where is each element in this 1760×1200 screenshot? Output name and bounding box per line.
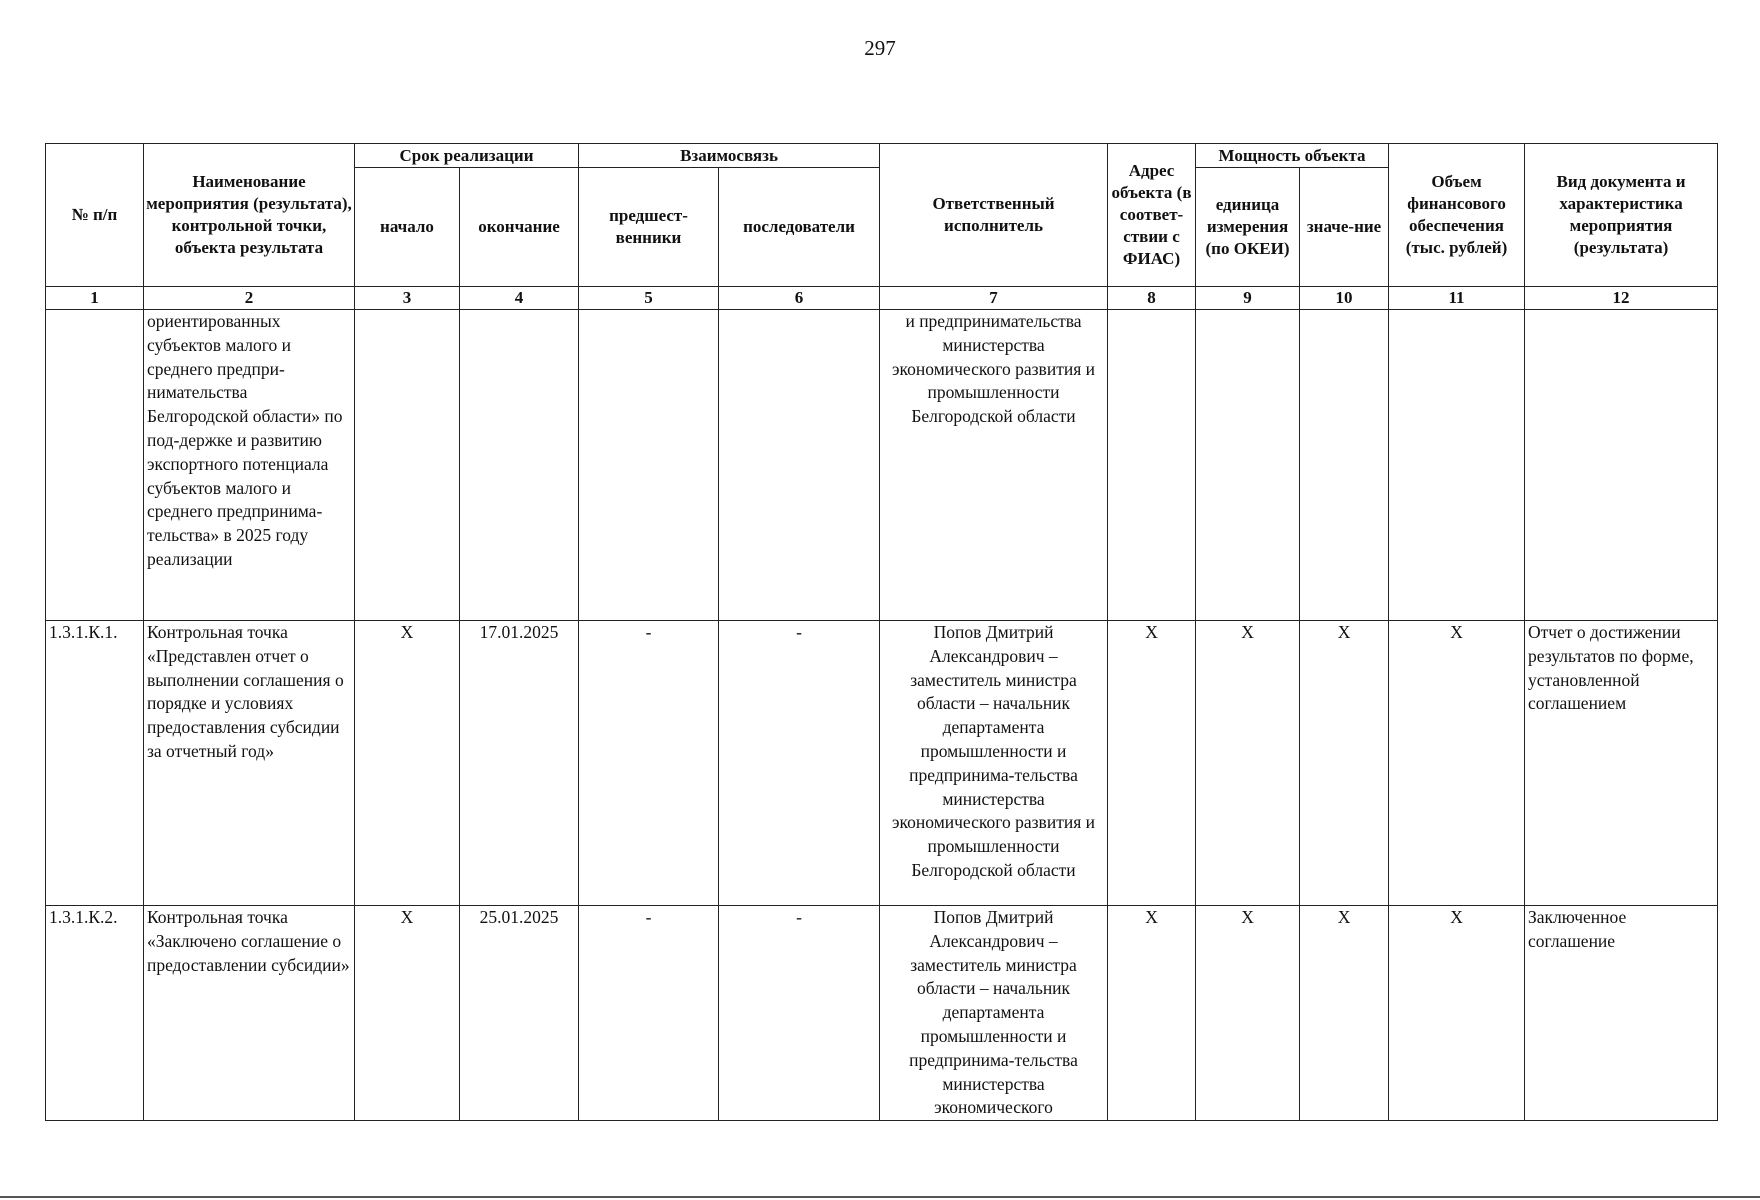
cell-responsible: и предпринимательства министерства эконо… [879,309,1109,621]
cell-num: 1.3.1.К.2. [45,904,144,1122]
cell-pred [578,309,720,621]
table-row: ориентированных субъектов малого и средн… [45,309,1719,621]
cell-funding [1388,309,1526,621]
header-start: начало [354,167,460,287]
table-row: 1.3.1.К.2. Контрольная точка «Заключено … [45,904,1719,1122]
header-funding: Объем финансового обеспечения (тыс. рубл… [1388,143,1526,287]
cell-start: X [354,904,460,1122]
cell-address: X [1107,904,1197,1122]
column-number: 2 [143,286,355,310]
cell-pred: - [578,620,720,906]
cell-value: X [1299,904,1390,1122]
header-address: Адрес объекта (в соответ-ствии с ФИАС) [1107,143,1197,287]
cell-succ [718,309,881,621]
cell-name: ориентированных субъектов малого и средн… [143,309,355,621]
column-number: 10 [1299,286,1390,310]
cell-start [354,309,460,621]
cell-funding: X [1388,904,1526,1122]
cell-succ: - [718,620,881,906]
cell-responsible: Попов Дмитрий Александрович – заместител… [879,904,1109,1122]
cell-doc [1524,309,1719,621]
cell-name: Контрольная точка «Представлен отчет о в… [143,620,355,906]
column-number: 9 [1195,286,1301,310]
page-number: 297 [864,36,896,60]
page-bottom-divider [0,1196,1760,1198]
cell-unit: X [1195,620,1301,906]
cell-doc: Заключенное соглашение [1524,904,1719,1122]
activities-table: № п/п Наименование мероприятия (результа… [45,143,1719,1122]
header-num: № п/п [45,143,144,287]
cell-funding: X [1388,620,1526,906]
column-number: 3 [354,286,460,310]
cell-pred: - [578,904,720,1122]
header-value: значе-ние [1299,167,1390,287]
column-number: 7 [879,286,1109,310]
header-unit: единица измерения (по ОКЕИ) [1195,167,1301,287]
cell-end: 17.01.2025 [458,620,580,906]
table-row: 1.3.1.К.1. Контрольная точка «Представле… [45,620,1719,906]
cell-unit: X [1195,904,1301,1122]
column-number: 4 [458,286,580,310]
cell-responsible: Попов Дмитрий Александрович – заместител… [879,620,1109,906]
cell-start: X [354,620,460,906]
header-doc: Вид документа и характеристика мероприят… [1524,143,1719,287]
cell-name: Контрольная точка «Заключено соглашение … [143,904,355,1122]
cell-unit [1195,309,1301,621]
header-predecessors: предшест-венники [578,167,720,287]
cell-value [1299,309,1390,621]
header-capacity-group: Мощность объекта [1195,143,1390,168]
header-name: Наименование мероприятия (результата), к… [143,143,355,287]
header-end: окончание [458,167,580,287]
cell-address: X [1107,620,1197,906]
cell-address [1107,309,1197,621]
cell-num [45,309,144,621]
cell-value: X [1299,620,1390,906]
header-successors: последователи [718,167,881,287]
column-number: 5 [578,286,720,310]
cell-doc: Отчет о достижении результатов по форме,… [1524,620,1719,906]
cell-num: 1.3.1.К.1. [45,620,144,906]
cell-succ: - [718,904,881,1122]
column-number: 8 [1107,286,1197,310]
header-responsible: Ответственный исполнитель [879,143,1109,287]
column-number: 1 [45,286,144,310]
column-number: 12 [1524,286,1719,310]
header-term-group: Срок реализации [353,143,580,168]
column-number: 6 [718,286,881,310]
column-number: 11 [1388,286,1526,310]
header-link-group: Взаимосвязь [578,143,881,168]
cell-end [458,309,580,621]
cell-end: 25.01.2025 [458,904,580,1122]
